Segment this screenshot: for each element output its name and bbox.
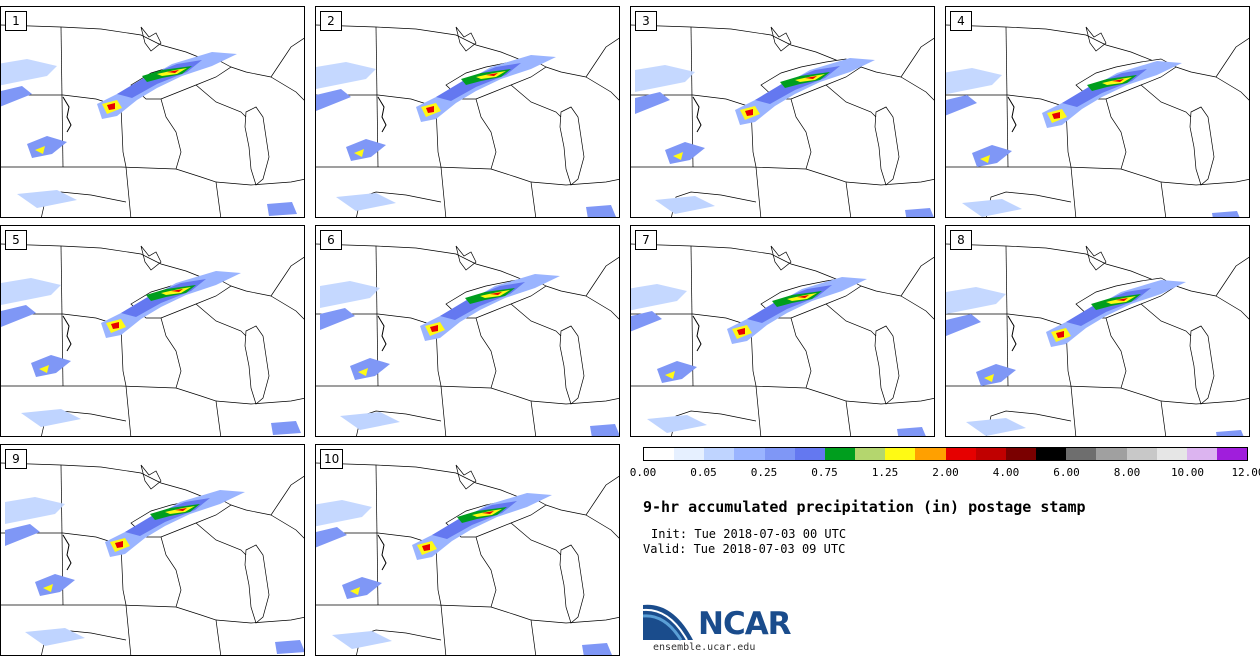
- colorbar-segment: [1066, 448, 1097, 460]
- member-label: 4: [950, 11, 972, 31]
- colorbar-tick-label: 8.00: [1113, 466, 1141, 479]
- colorbar-segment: [1126, 448, 1157, 460]
- map-6: [316, 243, 619, 436]
- member-label: 7: [635, 230, 657, 250]
- member-label: 2: [320, 11, 342, 31]
- precip-field: [5, 490, 304, 654]
- panel-5: 5: [0, 225, 305, 437]
- colorbar-tick-label: 10.00: [1170, 466, 1205, 479]
- state-borders: [316, 462, 619, 655]
- precip-field: [316, 55, 616, 217]
- colorbar-segment: [1216, 448, 1248, 460]
- member-label: 1: [5, 11, 27, 31]
- colorbar-tick-label: 12.00: [1231, 466, 1260, 479]
- colorbar-segment: [945, 448, 976, 460]
- colorbar-tick-label: 0.00: [629, 466, 657, 479]
- precip-field: [946, 61, 1240, 217]
- colorbar-tick-label: 1.25: [871, 466, 899, 479]
- logo-url: ensemble.ucar.edu: [653, 642, 756, 653]
- colorbar-segment: [975, 448, 1006, 460]
- colorbar-segment: [644, 448, 675, 460]
- panel-1: 1: [0, 6, 305, 218]
- map-3: [631, 24, 934, 217]
- panel-6: 6: [315, 225, 620, 437]
- colorbar-segment: [734, 448, 765, 460]
- colorbar-tick-label: 0.05: [690, 466, 717, 479]
- precip-field: [1, 271, 301, 435]
- panel-9: 9: [0, 444, 305, 656]
- ncar-logo-icon: [643, 604, 693, 641]
- colorbar-segment: [1005, 448, 1037, 460]
- colorbar: [643, 447, 1248, 461]
- map-4: [946, 24, 1249, 217]
- state-borders: [631, 24, 934, 217]
- colorbar-tick-label: 0.25: [750, 466, 778, 479]
- colorbar-segment: [915, 448, 946, 460]
- colorbar-tick-label: 6.00: [1053, 466, 1080, 479]
- colorbar-segment: [1156, 448, 1187, 460]
- member-label: 3: [635, 11, 657, 31]
- precip-field: [320, 274, 619, 436]
- map-10: [316, 462, 619, 655]
- colorbar-segment: [794, 448, 825, 460]
- member-label: 9: [5, 449, 27, 469]
- colorbar-segment: [824, 448, 856, 460]
- panel-3: 3: [630, 6, 935, 218]
- colorbar-segment: [1036, 448, 1067, 460]
- state-borders: [316, 24, 619, 217]
- map-1: [1, 24, 304, 217]
- panel-4: 4: [945, 6, 1250, 218]
- colorbar-segment: [885, 448, 916, 460]
- panel-7: 7: [630, 225, 935, 437]
- member-label: 5: [5, 230, 27, 250]
- panel-2: 2: [315, 6, 620, 218]
- precip-field: [635, 58, 934, 217]
- colorbar-segment: [855, 448, 886, 460]
- plot-title: 9-hr accumulated precipitation (in) post…: [643, 498, 1086, 516]
- logo-text: NCAR: [698, 606, 792, 642]
- member-label: 8: [950, 230, 972, 250]
- state-borders: [946, 24, 1249, 217]
- panel-8: 8: [945, 225, 1250, 437]
- colorbar-segment: [764, 448, 795, 460]
- map-2: [316, 24, 619, 217]
- state-borders: [1, 24, 304, 217]
- colorbar-segment: [1096, 448, 1127, 460]
- state-borders: [1, 462, 304, 655]
- colorbar-segment: [674, 448, 705, 460]
- colorbar-segment: [1186, 448, 1217, 460]
- state-borders: [631, 243, 934, 436]
- precip-field: [316, 493, 612, 655]
- state-borders: [316, 243, 619, 436]
- state-borders: [1, 243, 304, 436]
- map-5: [1, 243, 304, 436]
- precip-field: [946, 280, 1244, 436]
- colorbar-segment: [704, 448, 735, 460]
- colorbar-tick-label: 0.75: [811, 466, 838, 479]
- precip-field: [631, 277, 926, 436]
- map-9: [1, 462, 304, 655]
- valid-time: Valid: Tue 2018-07-03 09 UTC: [643, 542, 846, 556]
- member-label: 10: [320, 449, 344, 469]
- map-7: [631, 243, 934, 436]
- precip-field: [1, 52, 297, 216]
- colorbar-tick-label: 4.00: [992, 466, 1020, 479]
- state-borders: [946, 243, 1249, 436]
- panel-10: 10: [315, 444, 620, 656]
- init-time: Init: Tue 2018-07-03 00 UTC: [651, 527, 847, 541]
- colorbar-tick-label: 2.00: [932, 466, 959, 479]
- colorbar-labels: 0.00 0.05 0.25 0.75 1.25 2.00 4.00 6.00 8.00 10.0…: [630, 466, 1260, 482]
- member-label: 6: [320, 230, 342, 250]
- map-8: [946, 243, 1249, 436]
